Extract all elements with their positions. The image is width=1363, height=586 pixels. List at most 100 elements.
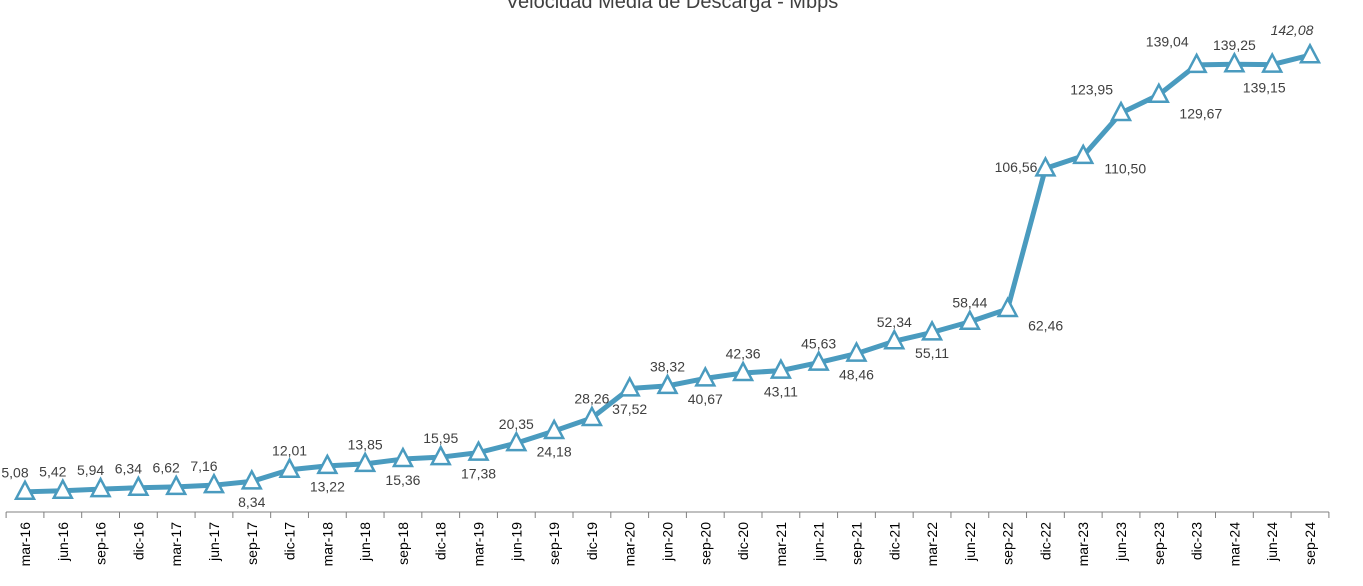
x-tick-label: sep-24 [1302,522,1318,565]
marker [429,444,452,466]
x-tick-label: mar-19 [471,522,487,567]
marker [769,357,792,379]
data-label: 52,34 [877,314,912,330]
data-label: 37,52 [612,401,647,417]
marker [316,453,339,475]
marker [51,478,74,499]
marker [278,457,301,478]
x-tick-label: dic-17 [282,522,298,560]
data-label: 28,26 [574,391,609,407]
data-label: 17,38 [461,465,496,481]
x-tick-label: jun-20 [660,522,676,562]
marker [202,472,226,494]
data-label: 5,42 [39,463,66,479]
marker [1298,42,1322,64]
marker [996,296,1019,318]
marker [89,476,112,498]
data-label: 15,95 [423,430,458,446]
data-label: 45,63 [801,335,836,351]
data-label: 110,50 [1104,161,1146,177]
marker [1223,51,1246,73]
x-tick-label: mar-20 [622,522,638,567]
x-tick-label: mar-23 [1075,522,1091,567]
marker [543,418,566,440]
x-tick-label: dic-20 [735,522,751,560]
x-tick-label: jun-23 [1113,522,1129,562]
data-label: 139,04 [1146,34,1189,50]
x-tick-label: mar-18 [319,522,335,567]
data-label: 106,56 [995,159,1038,175]
marker [732,360,755,382]
data-label: 20,35 [499,416,534,432]
data-label: 62,46 [1028,318,1063,334]
marker [1109,100,1133,122]
x-tick-label: mar-21 [773,522,789,567]
x-tick-label: dic-22 [1037,522,1053,560]
data-label: 55,11 [915,345,949,361]
data-label: 6,62 [153,460,180,476]
data-label: 5,08 [1,465,28,481]
marker [580,405,603,427]
x-tick-label: dic-18 [433,522,449,560]
x-tick-label: jun-17 [206,522,222,562]
x-tick-label: jun-21 [811,522,827,562]
marker [618,375,641,397]
x-tick-label: dic-21 [886,522,902,560]
x-tick-label: sep-20 [697,522,713,565]
marker [13,479,37,501]
marker [127,475,150,497]
x-tick-label: sep-22 [1000,522,1016,565]
x-tick-label: sep-18 [395,522,411,565]
x-tick-label: mar-24 [1226,522,1242,567]
data-label: 38,32 [650,359,685,375]
data-label: 24,18 [537,444,572,460]
data-label: 12,01 [272,442,307,458]
data-label: 7,16 [190,458,217,474]
x-tick-label: mar-22 [924,522,940,567]
data-label: 43,11 [764,383,798,399]
data-label: 129,67 [1179,105,1222,121]
x-tick-label: jun-16 [55,522,71,562]
x-tick-label: mar-17 [168,522,184,567]
marker [807,349,830,371]
x-tick-label: mar-16 [17,522,33,567]
marker [1072,143,1095,165]
x-tick-label: sep-23 [1151,522,1167,565]
marker [656,373,679,395]
x-tick-label: jun-18 [357,522,373,562]
data-label: 123,95 [1070,82,1113,98]
x-tick-label: jun-22 [962,522,978,562]
marker [958,309,981,331]
x-tick-label: sep-17 [244,522,260,565]
data-label: 58,44 [952,294,987,310]
marker [1147,82,1170,104]
data-label: 139,25 [1213,37,1256,53]
data-label: 13,22 [310,479,345,495]
marker [391,446,415,468]
data-label: 5,94 [77,462,104,478]
marker [845,340,868,362]
data-label: 15,36 [385,472,420,488]
marker [354,451,377,473]
x-tick-label: sep-21 [848,522,864,565]
x-tick-label: sep-16 [93,522,109,565]
data-label: 42,36 [726,346,761,362]
marker [1185,52,1208,74]
marker [883,328,906,350]
x-tick-label: jun-19 [508,522,524,562]
marker [165,474,188,496]
x-tick-label: dic-19 [584,522,600,560]
marker [1261,51,1284,73]
x-tick-label: sep-19 [546,522,562,565]
marker [467,439,490,461]
data-label: 13,85 [348,437,383,453]
x-tick-label: jun-24 [1264,522,1280,562]
data-label: 8,34 [238,494,265,510]
marker [694,365,717,387]
marker [1034,155,1057,177]
marker [240,468,263,490]
data-label: 40,67 [688,391,723,407]
marker [920,319,944,341]
data-label: 48,46 [839,366,874,382]
